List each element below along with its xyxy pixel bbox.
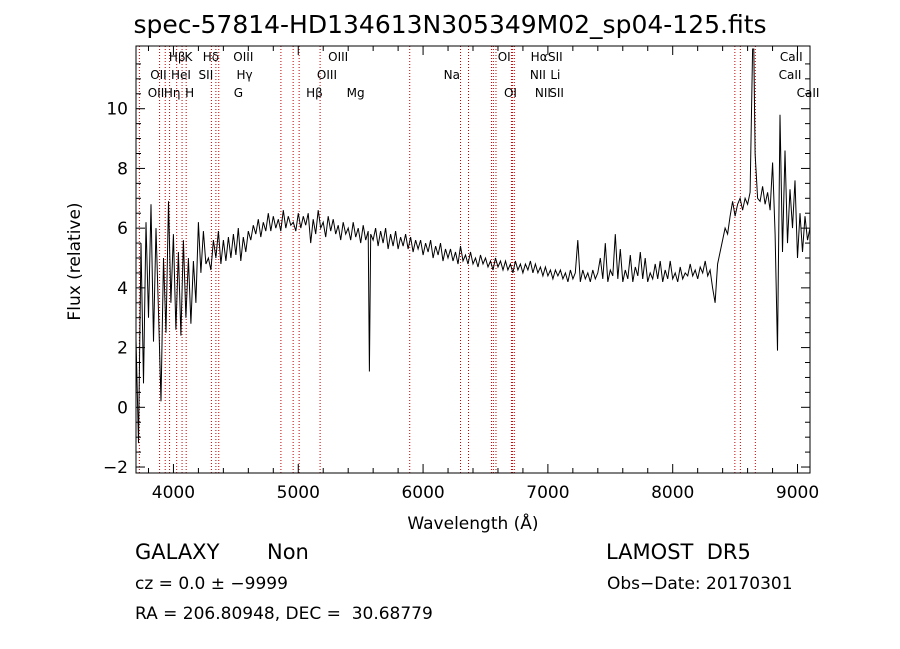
spectral-line-label: CaII [797, 86, 820, 100]
x-tick-label: 6000 [401, 483, 444, 503]
spectral-line-label: OIII [317, 68, 337, 82]
spectral-line-label: CaII [780, 50, 803, 64]
y-tick-label: 0 [117, 398, 128, 418]
object-class: GALAXY [135, 540, 220, 564]
x-tick-label: 8000 [651, 483, 694, 503]
survey-name: LAMOST DR5 [606, 540, 751, 564]
spectral-line-label: NII [530, 68, 546, 82]
chart-title: spec-57814-HD134613N305349M02_sp04-125.f… [133, 10, 767, 39]
spectral-line-label: Li [550, 68, 560, 82]
object-subclass: Non [267, 540, 309, 564]
spectral-line-label: Hη [164, 86, 181, 100]
spectral-line-label: OIII [328, 50, 348, 64]
y-tick-label: 2 [117, 339, 128, 359]
spectral-line-label: OII [148, 86, 165, 100]
spectral-line-label: Mg [347, 86, 365, 100]
plot-frame [135, 45, 811, 474]
x-tick-label: 7000 [526, 483, 569, 503]
y-tick-label: 10 [106, 100, 128, 120]
spectrum-curve [135, 48, 811, 444]
spectral-line-label: OII [150, 68, 167, 82]
spectral-line-markers [138, 46, 756, 473]
y-tick-label: 6 [117, 219, 128, 239]
spectral-line-label: G [234, 86, 243, 100]
spectral-line-label: Hδ [203, 50, 219, 64]
spectral-line-label: Hβ [306, 86, 323, 100]
spectral-line-label: OI [498, 50, 511, 64]
spectral-line-label: NII [535, 86, 551, 100]
y-tick-label: −2 [103, 458, 128, 478]
coordinates-readout: RA = 206.80948, DEC = 30.68779 [135, 604, 433, 624]
axes: 4000 5000 6000 7000 8000 9000 −2 0 2 4 6 8 10 [103, 46, 819, 503]
y-tick-label: 4 [117, 279, 128, 299]
redshift-readout: cz = 0.0 ± −9999 [135, 574, 288, 594]
spectral-line-label: Hα [531, 50, 548, 64]
y-axis-label: Flux (relative) [65, 202, 85, 320]
spectral-line-label: CaII [779, 68, 802, 82]
x-axis-label: Wavelength (Å) [407, 512, 538, 534]
spectral-line-label: Hβ [169, 50, 186, 64]
spectral-line-label: HeI [171, 68, 191, 82]
x-tick-label: 9000 [776, 483, 819, 503]
spectral-line-label: SII [548, 50, 563, 64]
y-tick-label: 8 [117, 159, 128, 179]
spectral-line-label: SII [199, 68, 214, 82]
spectral-line-label: OIII [233, 50, 253, 64]
spectral-line-label: H [185, 86, 194, 100]
x-tick-label: 4000 [152, 483, 195, 503]
observation-date: Obs−Date: 20170301 [607, 574, 793, 594]
spectral-line-label: OI [504, 86, 517, 100]
spectral-line-label: SII [549, 86, 564, 100]
spectral-line-label: Na [444, 68, 460, 82]
spectral-line-label: K [184, 50, 193, 64]
x-tick-label: 5000 [277, 483, 320, 503]
spectral-line-label: Hγ [237, 68, 253, 82]
